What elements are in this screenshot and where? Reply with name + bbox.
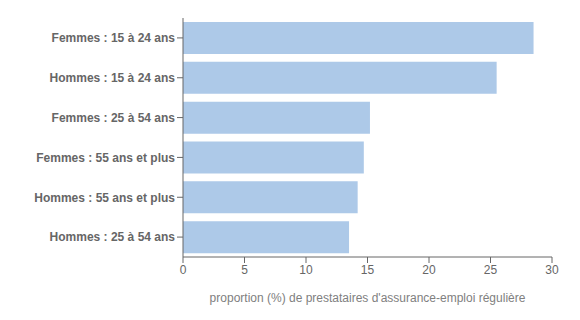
svg-text:proportion (%) de prestataires: proportion (%) de prestataires d'assuran…	[210, 291, 526, 305]
svg-text:Femmes : 25 à 54 ans: Femmes : 25 à 54 ans	[52, 111, 176, 125]
svg-text:Hommes : 15 à 24 ans: Hommes : 15 à 24 ans	[50, 71, 176, 85]
svg-text:25: 25	[484, 263, 498, 277]
svg-text:15: 15	[361, 263, 375, 277]
svg-text:Femmes : 55 ans et plus: Femmes : 55 ans et plus	[36, 151, 175, 165]
svg-text:20: 20	[422, 263, 436, 277]
svg-text:30: 30	[545, 263, 559, 277]
svg-text:10: 10	[299, 263, 313, 277]
svg-text:Hommes : 55 ans et plus: Hommes : 55 ans et plus	[34, 191, 175, 205]
svg-text:Hommes : 25 à 54 ans: Hommes : 25 à 54 ans	[50, 230, 176, 244]
svg-text:0: 0	[180, 263, 187, 277]
svg-text:5: 5	[241, 263, 248, 277]
svg-text:Femmes : 15 à 24 ans: Femmes : 15 à 24 ans	[52, 31, 176, 45]
